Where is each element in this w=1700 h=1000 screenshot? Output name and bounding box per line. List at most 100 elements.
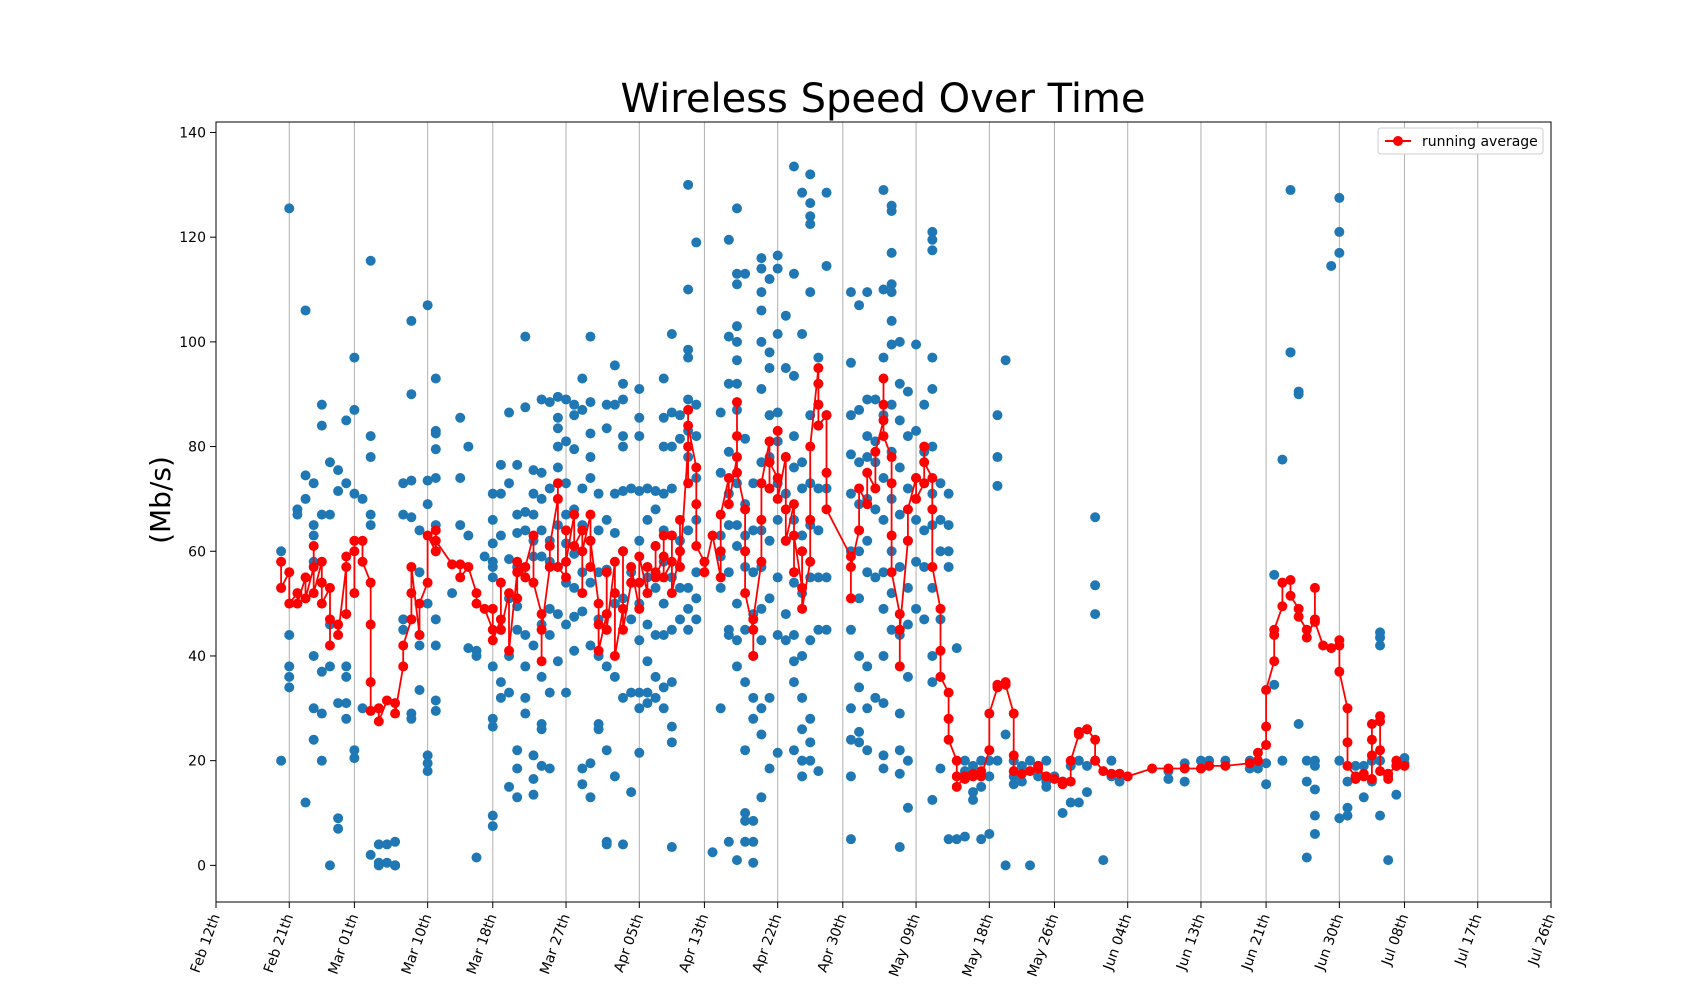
running-average-point <box>585 509 596 520</box>
legend-box <box>1377 127 1544 155</box>
speed-point <box>878 514 889 525</box>
speed-point <box>520 708 531 719</box>
speed-point <box>414 684 425 695</box>
running-average-point <box>1041 771 1052 782</box>
speed-point <box>1334 813 1345 824</box>
speed-point <box>528 789 539 800</box>
running-average-point <box>324 582 335 593</box>
speed-point <box>601 661 612 672</box>
running-average-point <box>813 378 824 389</box>
speed-point <box>797 187 808 198</box>
speed-point <box>764 410 775 421</box>
speed-point <box>552 441 563 452</box>
running-average-point <box>561 572 572 583</box>
speed-point <box>471 650 482 661</box>
running-average-point <box>756 514 767 525</box>
running-average-point <box>1049 773 1060 784</box>
speed-point <box>552 391 563 402</box>
running-average-point <box>349 535 360 546</box>
speed-point <box>390 860 401 871</box>
speed-point <box>878 185 889 196</box>
speed-point <box>634 635 645 646</box>
speed-point <box>862 452 873 463</box>
speed-point <box>731 855 742 866</box>
speed-point <box>430 472 441 483</box>
speed-point <box>870 692 881 703</box>
speed-point <box>544 397 555 408</box>
running-average-point <box>1399 760 1410 771</box>
speed-point <box>1090 580 1101 591</box>
speed-point <box>381 857 392 868</box>
speed-point <box>968 794 979 805</box>
speed-point <box>593 488 604 499</box>
speed-point <box>886 588 897 599</box>
running-average-point <box>430 546 441 557</box>
speed-point <box>284 203 295 214</box>
speed-point <box>797 329 808 340</box>
running-average-point <box>618 603 629 614</box>
speed-point <box>984 828 995 839</box>
running-average-point <box>1285 590 1296 601</box>
speed-point <box>731 378 742 389</box>
running-average-point <box>1008 750 1019 761</box>
speed-point <box>569 399 580 410</box>
speed-point <box>902 671 913 682</box>
speed-point <box>1375 640 1386 651</box>
speed-point <box>316 755 327 766</box>
running-average-point <box>1293 603 1304 614</box>
running-average-point <box>479 603 490 614</box>
running-average-point <box>691 499 702 510</box>
speed-point <box>927 234 938 245</box>
speed-point <box>276 546 287 557</box>
speed-point <box>601 745 612 756</box>
speed-point <box>748 567 759 578</box>
speed-point <box>927 245 938 256</box>
speed-point <box>642 483 653 494</box>
running-average-point <box>609 650 620 661</box>
speed-point <box>536 760 547 771</box>
speed-point <box>666 721 677 732</box>
speed-point <box>894 745 905 756</box>
speed-point <box>870 394 881 405</box>
running-average-point <box>593 598 604 609</box>
speed-point <box>528 465 539 476</box>
speed-point <box>674 410 685 421</box>
running-average-point <box>341 551 352 562</box>
y-tick-label: 140 <box>179 125 206 141</box>
running-average-point <box>968 771 979 782</box>
speed-point <box>821 624 832 635</box>
running-average-point <box>813 363 824 374</box>
speed-point <box>935 546 946 557</box>
speed-point <box>642 514 653 525</box>
running-average-point <box>911 472 922 483</box>
speed-point <box>341 415 352 426</box>
speed-point <box>1269 679 1280 690</box>
running-average-point <box>935 671 946 682</box>
speed-point <box>845 410 856 421</box>
speed-point <box>544 603 555 614</box>
speed-point <box>422 750 433 761</box>
speed-point <box>674 614 685 625</box>
speed-point <box>764 347 775 358</box>
speed-point <box>569 444 580 455</box>
speed-point <box>609 527 620 538</box>
running-average-point <box>691 541 702 552</box>
running-average-point <box>780 535 791 546</box>
speed-point <box>919 561 930 572</box>
speed-point <box>894 415 905 426</box>
speed-point <box>748 692 759 703</box>
speed-point <box>1090 609 1101 620</box>
running-average-point <box>300 593 311 604</box>
running-average-point <box>715 509 726 520</box>
speed-point <box>780 363 791 374</box>
running-average-point <box>398 640 409 651</box>
running-average-point <box>813 399 824 410</box>
speed-point <box>862 287 873 298</box>
running-average-point <box>919 457 930 468</box>
running-average-point <box>699 556 710 567</box>
speed-point <box>316 666 327 677</box>
speed-point <box>430 373 441 384</box>
speed-point <box>609 488 620 499</box>
running-average-point <box>593 619 604 630</box>
speed-point <box>666 483 677 494</box>
